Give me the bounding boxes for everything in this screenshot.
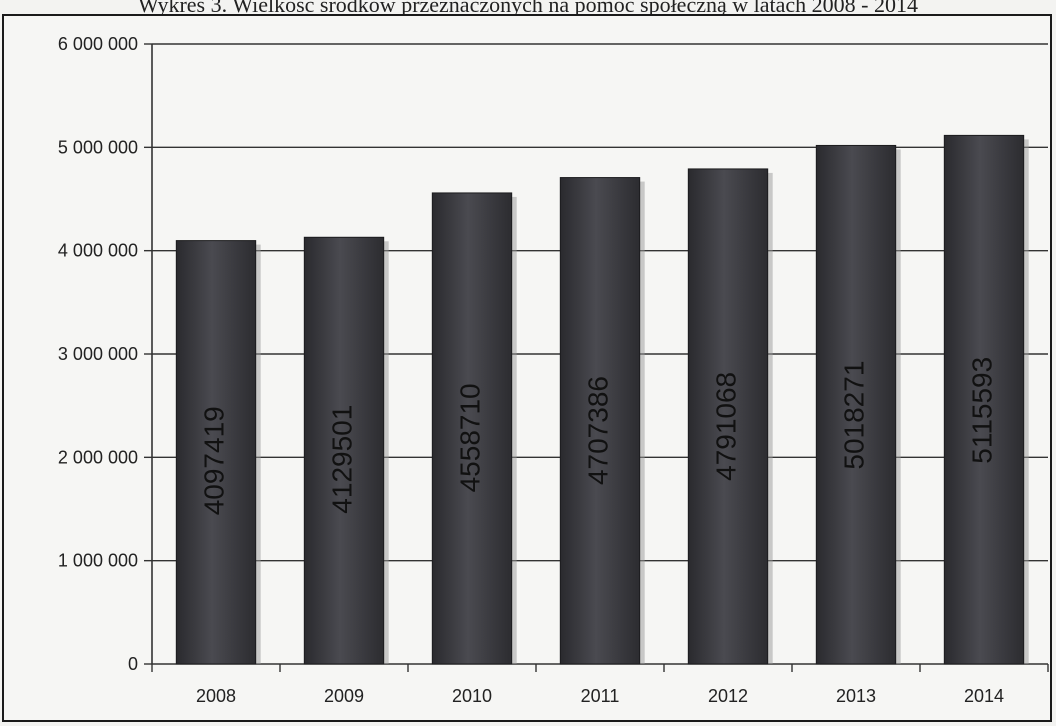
bar-data-label: 5018271 — [838, 361, 869, 470]
bar-data-label: 4558710 — [454, 383, 485, 492]
chart-frame: 0 1 000 000 2 000 000 3 000 000 4 000 000 5 0… — [2, 14, 1052, 722]
bar — [687, 168, 769, 665]
y-tick-label: 4 000 000 — [58, 241, 138, 261]
bar — [175, 240, 257, 665]
bar-data-label: 4129501 — [326, 405, 357, 514]
y-tick-label: 0 — [128, 654, 138, 674]
chart-caption: Wykres 3. Wielkość środków przeznaczonyc… — [138, 0, 918, 17]
bar — [943, 134, 1025, 665]
bar-data-label: 4791068 — [710, 372, 741, 481]
y-tick-label: 2 000 000 — [58, 447, 138, 467]
bar-data-label: 4707386 — [582, 376, 613, 485]
bar — [815, 144, 897, 665]
y-tick-label: 1 000 000 — [58, 551, 138, 571]
y-tick-label: 6 000 000 — [58, 34, 138, 54]
bar-chart: 0 1 000 000 2 000 000 3 000 000 4 000 000 5 0… — [58, 34, 1049, 706]
x-category-label: 2013 — [836, 686, 876, 706]
bar — [303, 236, 385, 665]
bars — [175, 134, 1029, 665]
x-category-label: 2014 — [964, 686, 1004, 706]
bar — [559, 177, 641, 665]
bar — [431, 192, 513, 665]
labels: 0 1 000 000 2 000 000 3 000 000 4 000 000 5 0… — [58, 34, 1004, 706]
bar-data-label: 4097419 — [198, 406, 229, 515]
x-category-label: 2010 — [452, 686, 492, 706]
x-category-label: 2011 — [581, 686, 620, 706]
x-category-label: 2012 — [708, 686, 748, 706]
x-category-label: 2009 — [324, 686, 364, 706]
y-tick-label: 3 000 000 — [58, 344, 138, 364]
x-category-label: 2008 — [196, 686, 236, 706]
y-tick-label: 5 000 000 — [58, 137, 138, 157]
bar-data-label: 5115593 — [966, 357, 997, 464]
